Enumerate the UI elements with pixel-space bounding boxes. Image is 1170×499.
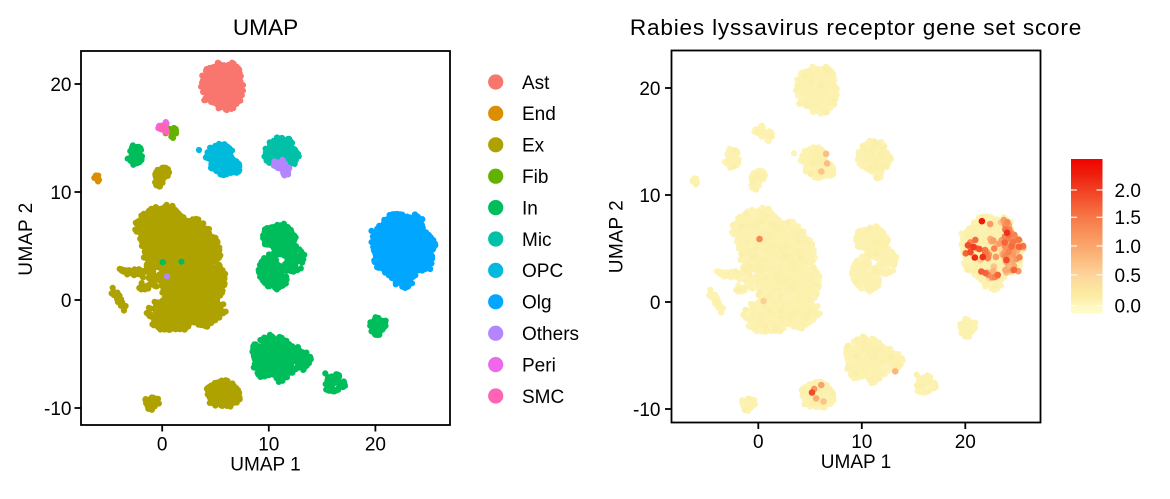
svg-text:Ast: Ast (522, 73, 550, 94)
svg-text:0: 0 (61, 291, 72, 312)
svg-text:Peri: Peri (522, 355, 556, 376)
svg-text:20: 20 (639, 79, 660, 100)
svg-text:Mic: Mic (522, 230, 552, 251)
svg-text:0.0: 0.0 (1115, 297, 1141, 318)
svg-text:In: In (522, 198, 538, 219)
svg-text:UMAP 1: UMAP 1 (230, 454, 300, 475)
svg-text:1.5: 1.5 (1115, 208, 1141, 229)
svg-text:10: 10 (639, 186, 660, 207)
svg-text:1.0: 1.0 (1115, 237, 1141, 258)
svg-text:10: 10 (851, 432, 872, 453)
svg-text:UMAP: UMAP (233, 15, 298, 40)
svg-text:Fib: Fib (522, 167, 548, 188)
svg-text:2.0: 2.0 (1115, 181, 1141, 202)
svg-text:-10: -10 (44, 399, 71, 420)
svg-text:End: End (522, 104, 556, 125)
svg-text:20: 20 (955, 432, 976, 453)
svg-text:0: 0 (650, 293, 661, 314)
svg-text:Others: Others (522, 324, 579, 345)
svg-text:UMAP 2: UMAP 2 (607, 200, 628, 273)
svg-text:20: 20 (365, 435, 386, 456)
svg-text:Olg: Olg (522, 293, 552, 314)
svg-text:0: 0 (157, 435, 168, 456)
svg-text:20: 20 (50, 75, 71, 96)
svg-text:OPC: OPC (522, 261, 563, 282)
svg-text:0.5: 0.5 (1115, 266, 1141, 287)
svg-text:Ex: Ex (522, 136, 545, 157)
svg-text:-10: -10 (633, 400, 660, 421)
svg-text:10: 10 (258, 435, 279, 456)
svg-text:UMAP 1: UMAP 1 (821, 452, 891, 473)
svg-text:UMAP 2: UMAP 2 (16, 202, 37, 275)
svg-text:10: 10 (50, 183, 71, 204)
svg-text:SMC: SMC (522, 387, 564, 408)
svg-text:Rabies lyssavirus receptor gen: Rabies lyssavirus receptor gene set scor… (630, 15, 1082, 40)
svg-text:0: 0 (753, 432, 764, 453)
